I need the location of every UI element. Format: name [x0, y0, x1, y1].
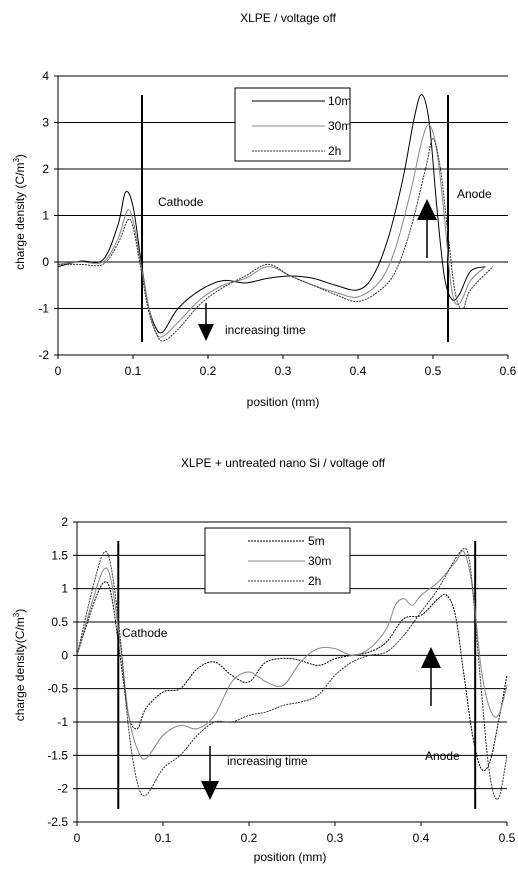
chart-1-legend-label-30m: 30m	[328, 119, 351, 133]
chart-2-x-tick-label: 0.4	[413, 831, 430, 845]
chart-2-y-tick-label: 0	[61, 648, 68, 662]
chart-1-down-arrow	[198, 303, 214, 341]
chart-2-series-line-5m	[76, 581, 508, 772]
chart-1-x-tick-label: 0.5	[425, 364, 442, 378]
chart-2-y-tick-label: 0.5	[51, 615, 68, 629]
chart-1-y-tick-label: 1	[42, 209, 49, 223]
chart-2-series-line-2h	[76, 548, 508, 800]
chart-2-legend-label-2h: 2h	[308, 574, 321, 588]
chart-1-up-arrow	[417, 199, 437, 258]
chart-1-x-tick-label: 0.3	[275, 364, 292, 378]
chart-2-x-tick-label: 0.2	[241, 831, 258, 845]
chart-1: XLPE / voltage off 0 0.1 0.2 0.3 0.4 0.5 0.6 -…	[12, 11, 517, 409]
chart-2-cathode-label: Cathode	[122, 626, 168, 640]
chart-1-electrode-lines	[141, 95, 449, 342]
chart-2-y-tick-label: 1.5	[51, 548, 68, 562]
chart-2-x-ticks: 0 0.1 0.2 0.3 0.4 0.5	[74, 822, 516, 845]
chart-1-anode-label: Anode	[457, 187, 492, 201]
chart-1-y-tick-label: 0	[42, 255, 49, 269]
chart-2-y-tick-label: -2.5	[47, 815, 68, 829]
chart-2-x-tick-label: 0.5	[499, 831, 516, 845]
chart-2-x-tick-label: 0.3	[327, 831, 344, 845]
chart-2-title: XLPE + untreated nano Si / voltage off	[181, 456, 386, 470]
chart-1-y-tick-label: -1	[38, 302, 49, 316]
chart-2-series-line-30m	[76, 550, 508, 760]
chart-1-series-line-2h	[58, 138, 494, 342]
chart-1-y-tick-label: 2	[42, 162, 49, 176]
chart-1-cathode-label: Cathode	[158, 195, 204, 209]
chart-1-x-tick-label: 0.6	[500, 364, 517, 378]
chart-2-legend: 5m 30m 2h	[204, 527, 351, 594]
chart-2-y-axis-label-group: charge density(C/m3)	[12, 609, 27, 722]
chart-2-x-tick-label: 0	[74, 831, 81, 845]
chart-1-series	[57, 94, 494, 342]
chart-1-x-tick-label: 0.2	[200, 364, 217, 378]
chart-1-legend-label-2h: 2h	[328, 144, 341, 158]
chart-1-y-tick-label: 4	[42, 69, 49, 83]
chart-2-y-tick-label: -1.5	[47, 748, 68, 762]
chart-1-legend-box	[234, 87, 351, 162]
chart-2-series	[76, 548, 508, 800]
chart-2-up-arrow	[421, 647, 441, 706]
chart-2-increasing-time-label: increasing time	[227, 754, 308, 768]
chart-2-y-ticks: -2.5 -2 -1.5 -1 -0.5 0 0.5 1 1.5 2	[47, 515, 77, 829]
chart-1-y-axis-label: charge density (C/m3)	[12, 154, 27, 270]
chart-1-y-axis-label-group: charge density (C/m3)	[12, 154, 27, 270]
chart-2-y-axis-label: charge density(C/m3)	[12, 609, 27, 722]
chart-2-y-tick-label: 2	[61, 515, 68, 529]
chart-2-y-tick-label: -0.5	[47, 682, 68, 696]
chart-1-series-line-10m	[57, 94, 486, 334]
chart-1-x-ticks: 0 0.1 0.2 0.3 0.4 0.5 0.6	[55, 355, 517, 378]
chart-1-y-ticks: -2 -1 0 1 2 3 4	[38, 69, 58, 362]
chart-2-anode-label: Anode	[425, 749, 460, 763]
chart-2-legend-label-30m: 30m	[308, 554, 331, 568]
chart-1-legend: 10m 30m 2h	[234, 87, 351, 162]
chart-1-x-tick-label: 0.4	[350, 364, 367, 378]
chart-1-title: XLPE / voltage off	[240, 11, 337, 25]
chart-1-x-tick-label: 0	[55, 364, 62, 378]
chart-1-x-tick-label: 0.1	[125, 364, 142, 378]
chart-1-increasing-time-label: increasing time	[225, 323, 306, 337]
chart-1-y-tick-label: -2	[38, 348, 49, 362]
chart-2-y-tick-label: 1	[61, 582, 68, 596]
chart-2-axes	[76, 522, 507, 823]
chart-1-y-tick-label: 3	[42, 116, 49, 130]
chart-2-legend-label-5m: 5m	[308, 534, 325, 548]
chart-2-x-axis-label: position (mm)	[254, 850, 327, 864]
chart-1-legend-label-10m: 10m	[328, 94, 351, 108]
chart-2: XLPE + untreated nano Si / voltage off 0…	[12, 456, 516, 864]
chart-1-x-axis-label: position (mm)	[247, 395, 320, 409]
chart-1-series-line-30m	[57, 124, 486, 338]
chart-2-electrode-lines	[117, 541, 477, 809]
chart-2-down-arrow	[201, 746, 219, 800]
chart-2-x-tick-label: 0.1	[155, 831, 172, 845]
chart-2-y-tick-label: -2	[57, 782, 68, 796]
chart-2-y-tick-label: -1	[57, 715, 68, 729]
